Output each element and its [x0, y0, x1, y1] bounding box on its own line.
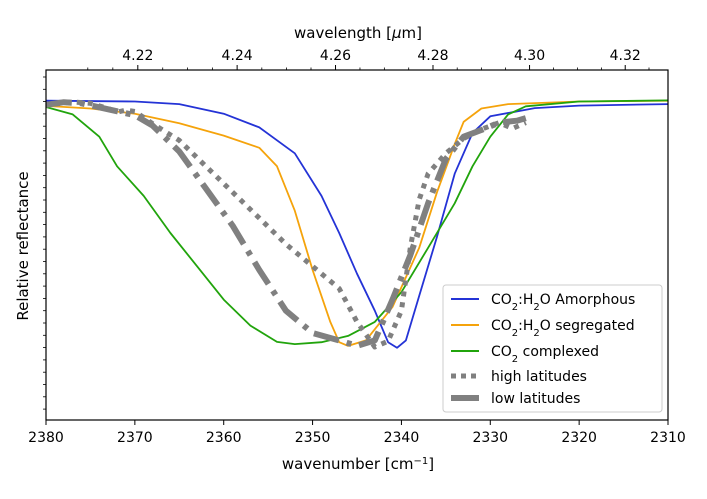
- x2-axis-label: wavelength [μm]: [294, 24, 422, 42]
- x2-tick-label: 4.22: [122, 48, 153, 64]
- y-axis-label: Relative reflectance: [14, 171, 32, 320]
- x2-tick-label: 4.32: [610, 48, 641, 64]
- series-line-4: [45, 99, 527, 349]
- x2-tick-label: 4.26: [320, 48, 351, 64]
- x-axis-label: wavenumber [cm−1]: [282, 455, 434, 473]
- x2-tick-label: 4.28: [417, 48, 448, 64]
- legend-label-amorphous: CO2:H2O Amorphous: [491, 292, 635, 313]
- ticks-layer: 2380 2370 2360 2350 2340 2330 2320 2310 4.22 4.24…: [28, 48, 686, 446]
- legend-frame: [442, 284, 663, 413]
- x-tick-label: 2340: [384, 430, 420, 446]
- legend-label-complexed: CO2 complexed: [491, 344, 599, 365]
- series-layer: [45, 99, 669, 350]
- series-line-3: [54, 99, 527, 350]
- x-tick-label: 2360: [206, 430, 242, 446]
- x-tick-label: 2370: [117, 430, 153, 446]
- x2-tick-label: 4.24: [222, 48, 253, 64]
- x-tick-label: 2320: [561, 430, 597, 446]
- series-line-0: [45, 99, 669, 349]
- legend: CO2:H2O Amorphous CO2:H2O segregated CO2…: [442, 284, 663, 413]
- x-tick-label: 2380: [28, 430, 64, 446]
- plot-frame: [45, 69, 669, 421]
- legend-label-high-latitudes: high latitudes: [491, 369, 587, 385]
- x-tick-label: 2350: [295, 430, 331, 446]
- series-line-2: [45, 99, 669, 345]
- x-tick-label: 2310: [650, 430, 686, 446]
- legend-label-low-latitudes: low latitudes: [491, 391, 580, 407]
- x2-tick-label: 4.30: [514, 48, 545, 64]
- x-tick-label: 2330: [472, 430, 508, 446]
- legend-label-segregated: CO2:H2O segregated: [491, 318, 635, 339]
- series-line-1: [45, 99, 669, 347]
